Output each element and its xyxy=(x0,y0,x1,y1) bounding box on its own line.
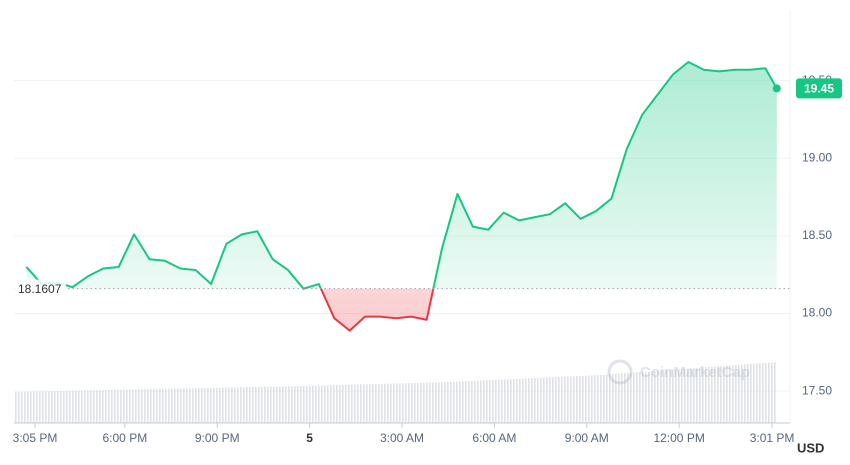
reference-label-bg xyxy=(14,279,66,298)
price-line-up xyxy=(25,61,778,289)
x-tick-label: 12:00 PM xyxy=(653,431,704,445)
reference-label: 18.1607 xyxy=(18,282,62,296)
x-tick-label: 5 xyxy=(306,431,313,445)
y-tick-label: 18.00 xyxy=(802,306,832,320)
x-tick-label: 3:00 AM xyxy=(380,431,424,445)
area-down xyxy=(26,288,777,331)
area-up xyxy=(26,62,777,289)
x-tick-label: 6:00 PM xyxy=(103,431,148,445)
x-tick-label: 9:00 AM xyxy=(565,431,609,445)
x-tick-label: 9:00 PM xyxy=(195,431,240,445)
price-line-down xyxy=(302,288,435,332)
x-tick-label: 3:05 PM xyxy=(13,431,58,445)
x-tick-label: 3:01 PM xyxy=(750,431,795,445)
currency-label: USD xyxy=(797,440,824,455)
y-tick-label: 19.00 xyxy=(802,150,832,164)
watermark-text: CoinMarketCap xyxy=(640,364,750,381)
last-price-badge xyxy=(796,78,842,99)
last-price-label: 19.45 xyxy=(804,82,834,96)
volume-bars xyxy=(14,362,777,423)
x-tick-label: 6:00 AM xyxy=(472,431,516,445)
watermark: CoinMarketCap xyxy=(607,359,750,385)
y-tick-label: 17.50 xyxy=(802,383,832,397)
last-point xyxy=(772,84,781,93)
y-tick-label: 18.50 xyxy=(802,228,832,242)
